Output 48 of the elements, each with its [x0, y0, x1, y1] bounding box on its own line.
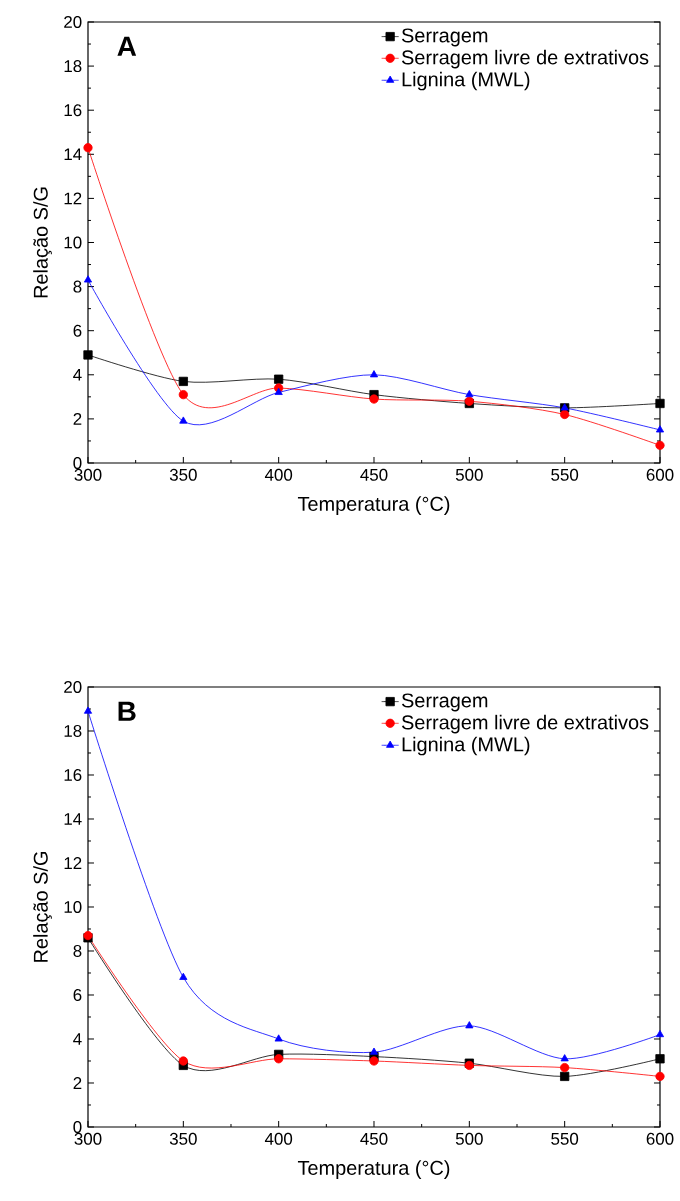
legend-label: Serragem	[402, 28, 488, 47]
x-tick-label: 550	[551, 468, 579, 481]
y-tick-label: 16	[64, 769, 82, 781]
y-tick-label: 6	[73, 324, 82, 337]
x-tick-label: 450	[360, 468, 388, 481]
y-tick-label: 12	[64, 857, 82, 869]
y-tick-label: 10	[64, 901, 82, 913]
y-tick-label: 16	[64, 104, 82, 117]
x-tick-label: 300	[74, 1132, 102, 1145]
x-axis-title: Temperatura (°C)	[298, 496, 450, 515]
y-tick-label: 2	[73, 412, 82, 425]
y-tick-label: 14	[64, 148, 82, 161]
x-tick-label: 500	[455, 1132, 483, 1145]
annotation: A	[117, 36, 137, 56]
y-tick-label: 12	[64, 192, 82, 205]
y-tick-label: 4	[73, 368, 82, 381]
y-tick-label: 6	[73, 989, 82, 1001]
x-tick-label: 450	[360, 1132, 388, 1145]
x-tick-label: 500	[455, 468, 483, 481]
y-tick-label: 4	[73, 1033, 82, 1045]
y-axis-title: Relação S/G	[33, 852, 52, 962]
x-tick-label: 350	[169, 468, 197, 481]
y-tick-label: 8	[73, 280, 82, 293]
x-tick-label: 600	[646, 1132, 674, 1145]
y-tick-label: 20	[64, 681, 82, 693]
x-axis-title: Temperatura (°C)	[298, 1160, 450, 1179]
x-tick-label: 550	[551, 1132, 579, 1145]
x-tick-label: 400	[265, 1132, 293, 1145]
x-tick-label: 600	[646, 468, 674, 481]
y-tick-label: 8	[73, 945, 82, 957]
legend-label: Serragem	[402, 693, 488, 712]
legend-label: Lignina (MWL)	[402, 736, 530, 756]
x-tick-label: 400	[265, 468, 293, 481]
y-tick-label: 18	[64, 60, 82, 73]
y-tick-label: 20	[64, 15, 82, 28]
annotation: B	[118, 701, 136, 721]
y-tick-label: 18	[64, 725, 82, 737]
legend-label: Lignina (MWL)	[402, 71, 530, 91]
y-tick-label: 2	[73, 1077, 82, 1089]
legend-label: Serragem livre de extrativos	[402, 714, 649, 734]
legend-label: Serragem livre de extrativos	[402, 49, 649, 69]
y-tick-label: 10	[64, 236, 82, 249]
y-axis-title: Relação S/G	[33, 187, 52, 298]
y-tick-label: 14	[64, 813, 82, 825]
y-tick-label: 0	[73, 456, 82, 469]
y-tick-label: 0	[73, 1121, 82, 1133]
x-tick-label: 350	[169, 1132, 197, 1145]
x-tick-label: 300	[74, 468, 102, 481]
